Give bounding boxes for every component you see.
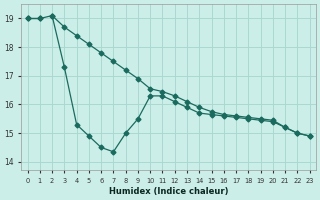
X-axis label: Humidex (Indice chaleur): Humidex (Indice chaleur): [109, 187, 228, 196]
